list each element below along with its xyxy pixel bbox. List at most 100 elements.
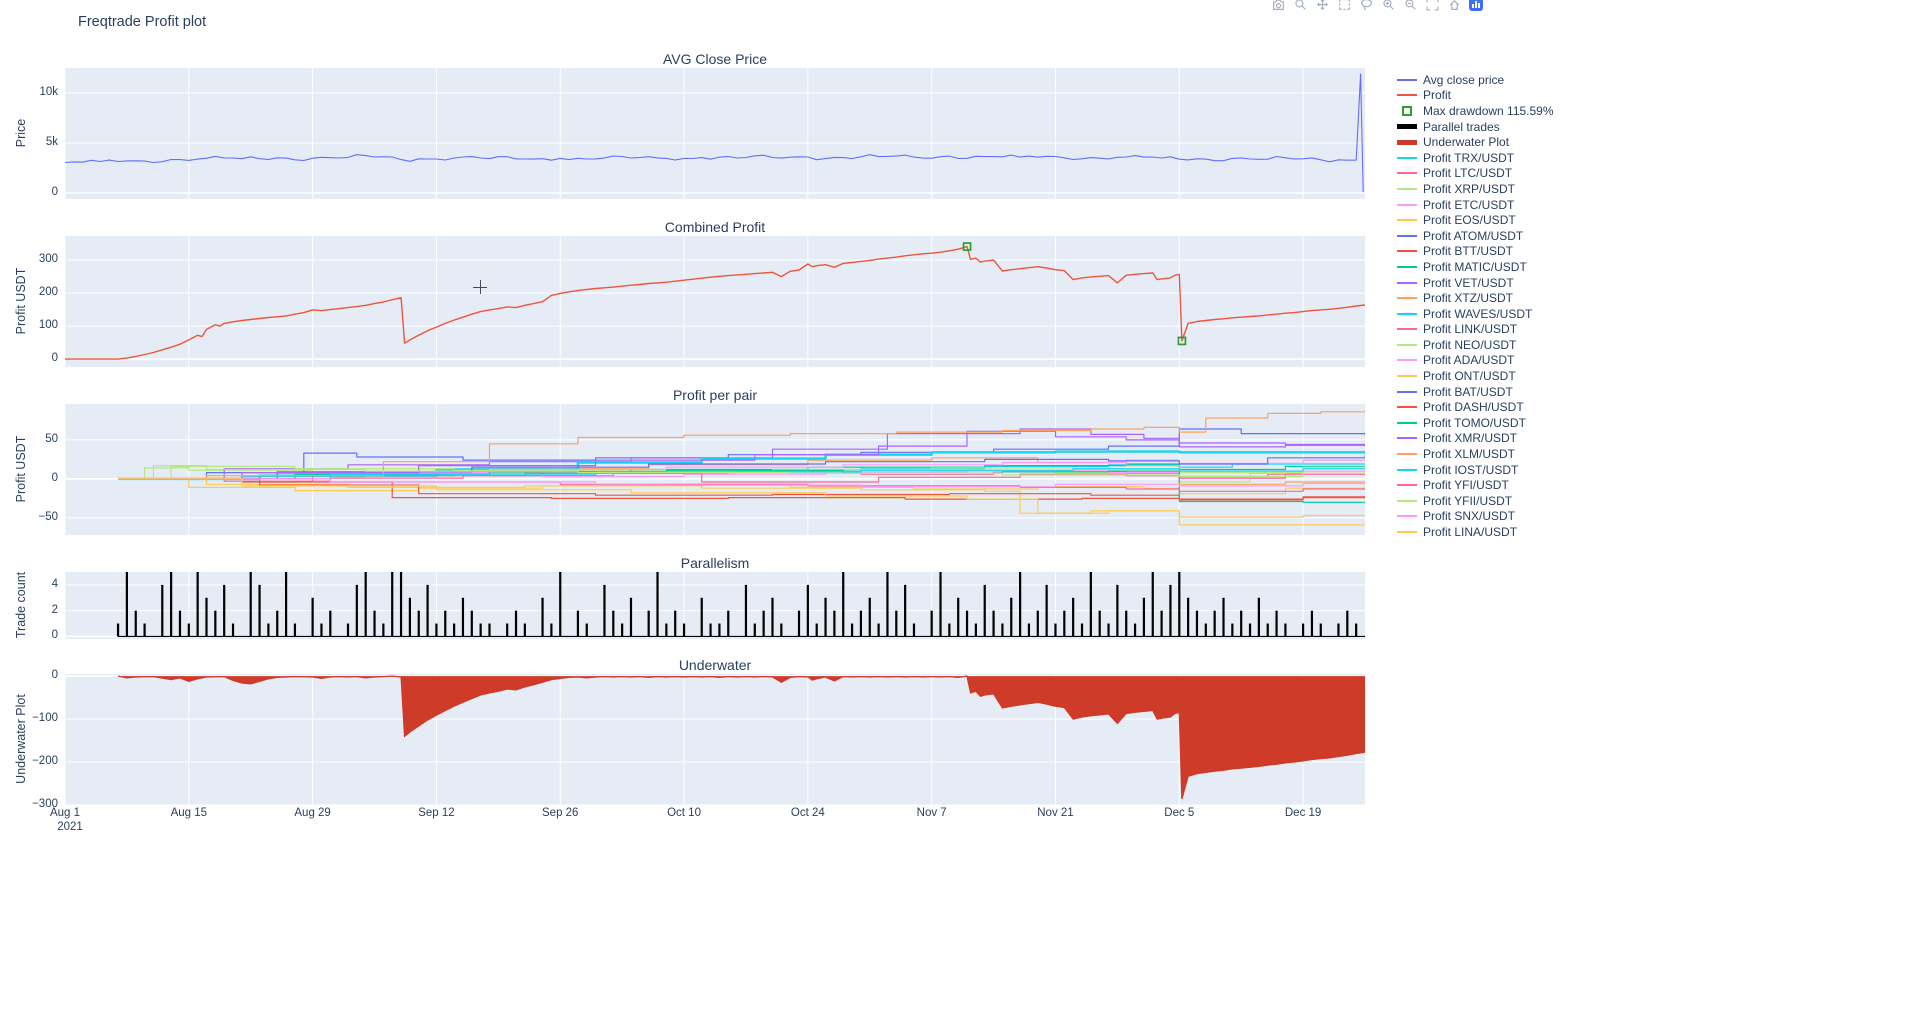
- legend-item-profit-ltc-usdt[interactable]: Profit LTC/USDT: [1397, 166, 1554, 182]
- legend-item-profit-dash-usdt[interactable]: Profit DASH/USDT: [1397, 399, 1554, 415]
- legend-item-profit-xlm-usdt[interactable]: Profit XLM/USDT: [1397, 446, 1554, 462]
- legend-item-profit-ont-usdt[interactable]: Profit ONT/USDT: [1397, 368, 1554, 384]
- x-tick-label: Oct 24: [790, 807, 825, 819]
- plot-combined-profit[interactable]: [65, 236, 1365, 367]
- y-tick-label: −50: [38, 510, 58, 523]
- legend-item-profit-xrp-usdt[interactable]: Profit XRP/USDT: [1397, 181, 1554, 197]
- y-tick-label: 0: [51, 629, 58, 642]
- legend-swatch-icon: [1397, 281, 1417, 284]
- legend-swatch-icon: [1397, 156, 1417, 159]
- legend-swatch-icon: [1397, 78, 1417, 81]
- legend-item-profit-yfii-usdt[interactable]: Profit YFII/USDT: [1397, 493, 1554, 509]
- plotly-logo[interactable]: [1466, 0, 1486, 12]
- lasso-select-icon[interactable]: [1356, 0, 1376, 12]
- legend-label: Profit EOS/USDT: [1423, 213, 1516, 228]
- legend-swatch-icon: [1397, 515, 1417, 518]
- legend-label: Profit DASH/USDT: [1423, 400, 1524, 415]
- legend-swatch-icon: [1397, 139, 1417, 145]
- legend-item-profit-xmr-usdt[interactable]: Profit XMR/USDT: [1397, 431, 1554, 447]
- legend-label: Profit ADA/USDT: [1423, 353, 1515, 368]
- plotly-modebar: [1268, 0, 1486, 12]
- legend-label: Profit NEO/USDT: [1423, 337, 1517, 352]
- legend-label: Profit YFI/USDT: [1423, 478, 1509, 493]
- y-tick-label: −300: [32, 798, 58, 810]
- legend-item-profit-neo-usdt[interactable]: Profit NEO/USDT: [1397, 337, 1554, 353]
- legend-item-profit-yfi-usdt[interactable]: Profit YFI/USDT: [1397, 477, 1554, 493]
- legend-label: Profit XTZ/USDT: [1423, 291, 1514, 306]
- legend-item-underwater-plot[interactable]: Underwater Plot: [1397, 134, 1554, 150]
- legend-item-profit-lina-usdt[interactable]: Profit LINA/USDT: [1397, 524, 1554, 540]
- legend-item-profit-atom-usdt[interactable]: Profit ATOM/USDT: [1397, 228, 1554, 244]
- legend-item-profit-eos-usdt[interactable]: Profit EOS/USDT: [1397, 212, 1554, 228]
- legend-item-profit-bat-usdt[interactable]: Profit BAT/USDT: [1397, 384, 1554, 400]
- legend-swatch-icon: [1397, 250, 1417, 253]
- x-tick-label: Sep 26: [542, 807, 579, 819]
- y-tick-label: −100: [32, 712, 58, 725]
- legend-label: Profit: [1423, 88, 1452, 103]
- legend-label: Profit BAT/USDT: [1423, 384, 1513, 399]
- x-tick-label: Dec 19: [1284, 807, 1322, 819]
- legend-item-profit-waves-usdt[interactable]: Profit WAVES/USDT: [1397, 306, 1554, 322]
- legend-label: Profit LINA/USDT: [1423, 525, 1518, 540]
- legend-label: Profit WAVES/USDT: [1423, 306, 1533, 321]
- legend-label: Profit YFII/USDT: [1423, 493, 1513, 508]
- zoom-in-icon[interactable]: [1378, 0, 1398, 12]
- legend-swatch-icon: [1397, 359, 1417, 362]
- legend-label: Profit SNX/USDT: [1423, 509, 1516, 524]
- plot-underwater[interactable]: [65, 674, 1365, 805]
- legend-item-parallel-trades[interactable]: Parallel trades: [1397, 119, 1554, 135]
- legend-swatch-icon: [1397, 219, 1417, 222]
- legend-label: Profit TRX/USDT: [1423, 150, 1515, 165]
- legend-swatch-icon: [1397, 437, 1417, 440]
- legend-item-profit-xtz-usdt[interactable]: Profit XTZ/USDT: [1397, 290, 1554, 306]
- figure-title: Freqtrade Profit plot: [78, 14, 207, 30]
- y-tick-label: 4: [51, 577, 58, 590]
- legend-item-profit-matic-usdt[interactable]: Profit MATIC/USDT: [1397, 259, 1554, 275]
- legend-item-profit-link-usdt[interactable]: Profit LINK/USDT: [1397, 322, 1554, 338]
- subplot-title-parallelism: Parallelism: [680, 555, 750, 571]
- legend-item-profit-trx-usdt[interactable]: Profit TRX/USDT: [1397, 150, 1554, 166]
- legend-swatch-icon: [1397, 499, 1417, 502]
- legend-label: Avg close price: [1423, 72, 1505, 87]
- legend-item-profit-snx-usdt[interactable]: Profit SNX/USDT: [1397, 509, 1554, 525]
- legend-swatch-icon: [1397, 234, 1417, 237]
- legend-label: Profit ETC/USDT: [1423, 197, 1515, 212]
- legend-label: Profit LINK/USDT: [1423, 322, 1518, 337]
- legend-item-profit-btt-usdt[interactable]: Profit BTT/USDT: [1397, 244, 1554, 260]
- legend-swatch-icon: [1397, 453, 1417, 456]
- box-select-icon[interactable]: [1334, 0, 1354, 12]
- y-tick-label: 0: [51, 352, 58, 365]
- legend-label: Profit XMR/USDT: [1423, 431, 1518, 446]
- subplot-title-profit-per-pair: Profit per pair: [672, 387, 758, 403]
- plot-avg-close-price[interactable]: [65, 68, 1365, 199]
- plot-profit-per-pair[interactable]: [65, 404, 1365, 535]
- legend-item-profit-iost-usdt[interactable]: Profit IOST/USDT: [1397, 462, 1554, 478]
- y-tick-label: 300: [38, 253, 58, 266]
- legend-item-profit[interactable]: Profit: [1397, 88, 1554, 104]
- x-tick-label: Aug 1: [49, 807, 81, 819]
- zoom-icon[interactable]: [1290, 0, 1310, 12]
- y-tick-label: 100: [38, 319, 58, 332]
- legend-label: Profit ATOM/USDT: [1423, 228, 1524, 243]
- legend-swatch-icon: [1397, 484, 1417, 487]
- zoom-out-icon[interactable]: [1400, 0, 1420, 12]
- legend-item-profit-vet-usdt[interactable]: Profit VET/USDT: [1397, 275, 1554, 291]
- legend-swatch-icon: [1397, 172, 1417, 175]
- legend-item-max-drawdown-115-59-[interactable]: Max drawdown 115.59%: [1397, 103, 1554, 119]
- x-tick-label: Dec 5: [1164, 807, 1195, 819]
- legend-swatch-icon: [1397, 421, 1417, 424]
- legend-item-profit-etc-usdt[interactable]: Profit ETC/USDT: [1397, 197, 1554, 213]
- pan-icon[interactable]: [1312, 0, 1332, 12]
- legend-item-avg-close-price[interactable]: Avg close price: [1397, 72, 1554, 88]
- autoscale-icon[interactable]: [1422, 0, 1442, 12]
- plot-parallelism[interactable]: [65, 572, 1365, 639]
- legend-swatch-icon: [1397, 390, 1417, 393]
- legend-item-profit-tomo-usdt[interactable]: Profit TOMO/USDT: [1397, 415, 1554, 431]
- legend-swatch-icon: [1397, 265, 1417, 268]
- legend-item-profit-ada-usdt[interactable]: Profit ADA/USDT: [1397, 353, 1554, 369]
- camera-icon[interactable]: [1268, 0, 1288, 12]
- x-axis-year-label: 2021: [57, 821, 83, 833]
- legend-label: Profit MATIC/USDT: [1423, 259, 1527, 274]
- reset-axes-icon[interactable]: [1444, 0, 1464, 12]
